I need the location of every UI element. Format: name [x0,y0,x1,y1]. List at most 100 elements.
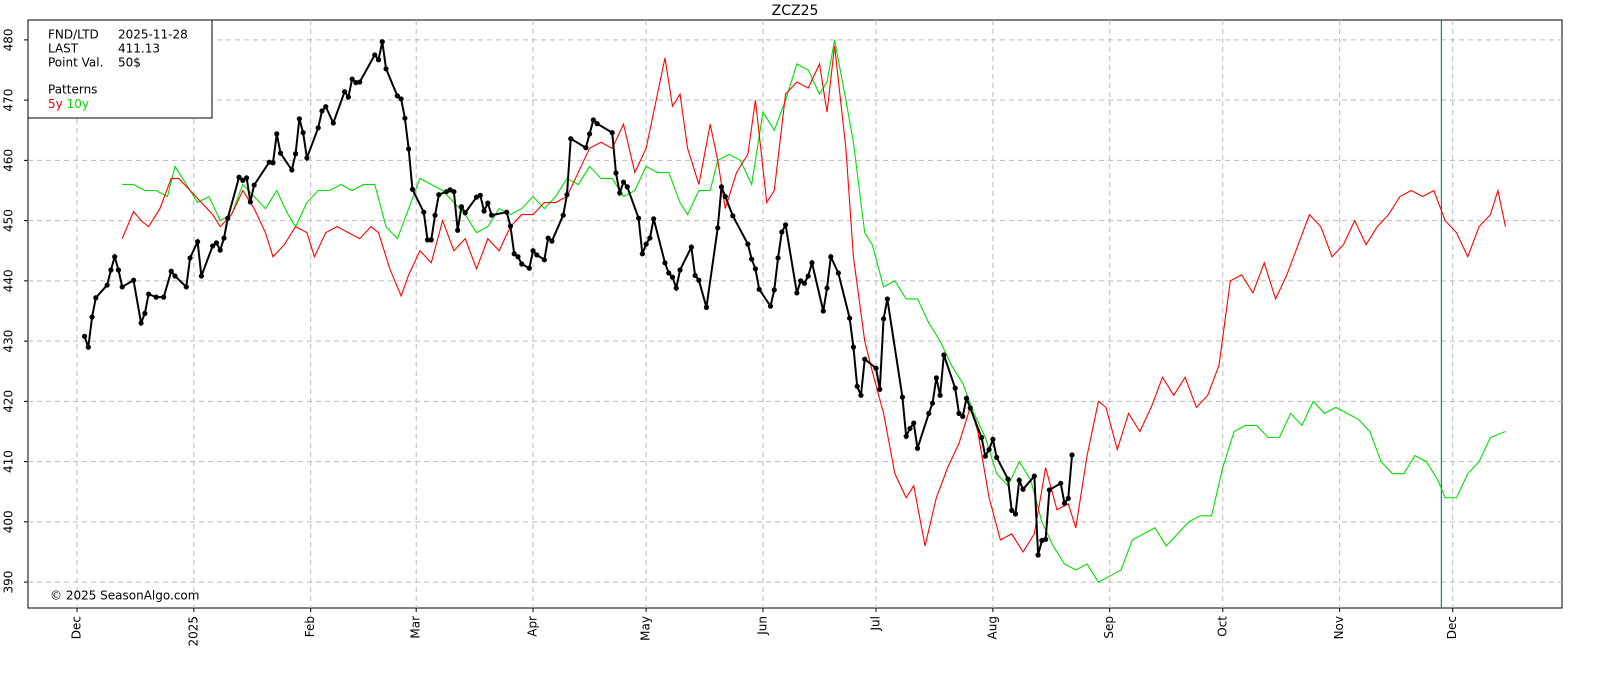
x-tick-label: Dec [1445,616,1459,639]
data-point [289,167,295,173]
data-point [907,425,913,432]
copyright: © 2025 SeasonAlgo.com [50,589,199,603]
data-point [277,150,284,156]
data-point [756,286,762,292]
data-point [213,240,220,246]
data-point [161,294,167,300]
data-point [782,222,789,228]
data-point [914,445,921,451]
data-point [967,405,973,411]
data-point [877,386,883,392]
data-point [994,454,1000,460]
data-point [933,375,939,381]
data-point [138,320,144,326]
data-point [1016,477,1022,483]
data-point [880,316,887,322]
data-point [300,130,306,136]
legend-entry: 5y [48,97,63,111]
data-point [451,189,457,195]
data-point [424,237,431,243]
data-point [929,400,936,406]
data-point [477,192,483,198]
data-point [372,52,378,58]
data-point [669,274,676,280]
data-point [1065,495,1071,501]
data-point [1009,507,1015,514]
series-line [121,45,1506,554]
data-point [330,120,336,126]
data-point [515,254,521,260]
data-point [805,273,811,279]
data-point [978,434,985,441]
data-point [586,131,593,137]
data-point [89,314,95,320]
data-point [504,209,510,215]
data-point [81,333,88,339]
data-point [319,108,325,114]
data-point [941,352,947,358]
data-point [112,254,118,260]
data-point [428,237,434,243]
data-point [541,257,547,263]
x-tick-label: Nov [1332,616,1346,639]
y-tick-label: 440 [2,269,16,292]
data-point [270,160,276,166]
data-point [251,182,257,188]
data-point [749,256,755,262]
y-tick-label: 390 [2,571,16,594]
data-point [198,273,204,279]
data-point [568,136,574,142]
data-point [926,410,932,417]
data-point [187,255,193,261]
legend-entry: 10y [67,97,89,111]
legend-title: Patterns [48,83,97,97]
data-point [911,420,917,426]
data-point [963,395,970,401]
data-point [613,170,619,176]
data-point [666,270,672,276]
x-tick-label: Jul [869,616,883,631]
data-point [662,260,668,266]
data-point [722,193,728,200]
x-tick-label: May [639,616,653,641]
data-point [168,268,174,274]
data-point [183,284,189,290]
data-point [956,410,962,417]
y-tick-label: 480 [2,28,16,51]
data-point [828,254,834,260]
data-point [115,267,122,273]
data-point [564,192,570,198]
data-point [247,199,253,205]
data-point [296,116,302,122]
data-point [357,79,363,85]
data-point [809,260,815,266]
data-point [1046,487,1053,493]
data-point [617,190,623,196]
x-tick-label: Mar [409,616,423,639]
x-tick-label: Dec [69,616,83,639]
data-point [375,57,382,63]
series-line [83,41,1074,556]
data-point [507,223,514,229]
data-point [899,394,906,400]
data-point [526,265,532,271]
data-point [960,413,966,420]
data-point [488,212,495,218]
data-point [1035,552,1041,558]
data-point [85,344,91,350]
data-point [402,115,408,121]
data-point [692,272,698,279]
data-point [798,278,804,284]
info-label: Point Val. [48,56,103,70]
data-point [594,121,600,127]
data-point [937,392,943,398]
data-point [771,287,777,293]
data-point [1069,452,1075,458]
data-point [801,280,808,286]
info-value: 411.13 [118,42,160,56]
y-tick-label: 450 [2,209,16,232]
data-point [986,446,992,453]
y-tick-label: 420 [2,390,16,413]
data-point [635,215,642,221]
